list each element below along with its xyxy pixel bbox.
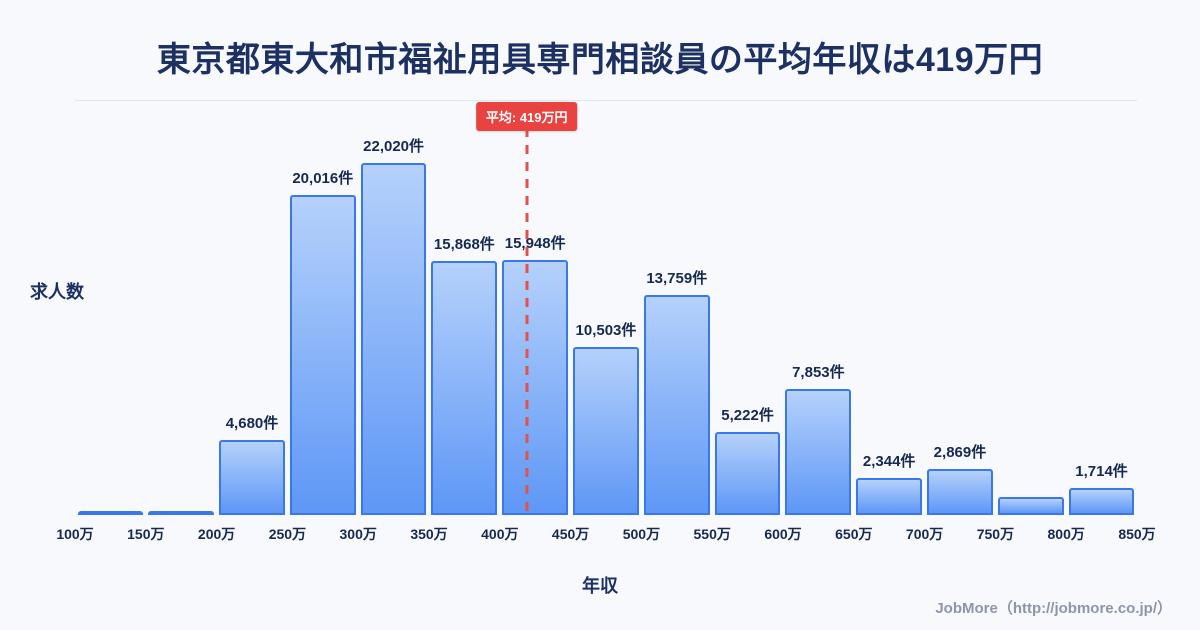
x-axis-ticks: 100万 150万 200万 250万 300万 350万 400万 450万 500万 550万… <box>56 515 1155 549</box>
bar <box>714 432 781 515</box>
bar-cell: 13,759件 <box>641 100 712 515</box>
bar-cell: 1,714件 <box>1066 100 1137 515</box>
bar-cell: 15,868件 <box>429 100 500 515</box>
bar-value-label: 15,948件 <box>504 235 566 252</box>
bar-cell: 5,222件 <box>712 100 783 515</box>
x-tick-label: 200万 <box>197 526 236 542</box>
x-tick-label: 400万 <box>481 526 519 542</box>
bar-value-label: 15,868件 <box>433 236 495 253</box>
bar <box>431 261 498 515</box>
x-tick-label: 500万 <box>622 526 661 542</box>
bar-cell: 7,853件 <box>783 100 854 515</box>
bar-cell: 2,344件 <box>854 100 925 515</box>
plot-area: 4,680件 20,016件 22,020件 15,868件 15,948件 10,503… <box>56 100 1156 542</box>
bar <box>785 389 852 515</box>
x-tick-label: 650万 <box>835 526 873 542</box>
bar <box>1068 488 1135 515</box>
bar-value-label: 4,680件 <box>225 415 279 432</box>
x-tick-label: 750万 <box>976 526 1015 542</box>
bar-value-label: 22,020件 <box>363 138 425 155</box>
x-tick-label: 800万 <box>1047 526 1085 542</box>
x-tick-label: 250万 <box>268 526 307 542</box>
bar <box>927 469 993 515</box>
x-tick-label: 150万 <box>127 526 165 542</box>
x-tick-label: 300万 <box>339 526 377 542</box>
x-tick-label: 700万 <box>905 526 944 542</box>
bar-cell: 15,948件 <box>500 100 571 515</box>
footer-credit: JobMore（http://jobmore.co.jp/） <box>935 600 1172 617</box>
x-axis-label: 年収 <box>582 576 618 596</box>
bar-value-label: 5,222件 <box>721 407 774 424</box>
bar-value-label: 7,853件 <box>792 364 845 381</box>
x-tick-label: 350万 <box>410 526 448 542</box>
bar-value-label: 2,869件 <box>933 444 987 461</box>
x-tick-label: 550万 <box>693 526 731 542</box>
x-tick-label: 600万 <box>764 526 802 542</box>
bar <box>573 347 639 515</box>
bar-value-label: 1,714件 <box>1075 463 1128 480</box>
bar <box>502 260 569 515</box>
bar <box>643 295 710 515</box>
x-tick-label: 100万 <box>56 526 94 542</box>
bar-value-label: 2,344件 <box>862 453 916 470</box>
average-line <box>525 128 529 515</box>
bar <box>360 163 427 515</box>
bar-cell: 4,680件 <box>217 100 288 515</box>
bar-value-label: 10,503件 <box>575 322 637 339</box>
bar <box>856 478 923 515</box>
top-gridline <box>75 100 1137 101</box>
page-title: 東京都東大和市福祉用具専門相談員の平均年収は419万円 <box>156 41 1044 79</box>
y-axis-label: 求人数 <box>30 282 84 302</box>
bar-cell: 2,869件 <box>925 100 996 515</box>
average-badge: 平均: 419万円 <box>475 102 578 131</box>
bar-cell: 22,020件 <box>358 100 429 515</box>
bar-cell <box>146 100 217 515</box>
bar-cell: 20,016件 <box>287 100 358 515</box>
bar-cell <box>995 100 1066 515</box>
bar <box>289 195 356 515</box>
bar-value-label: 13,759件 <box>646 270 708 287</box>
bar <box>219 440 285 515</box>
bar-cell <box>75 100 146 515</box>
bars-container: 4,680件 20,016件 22,020件 15,868件 15,948件 10,503… <box>75 100 1137 515</box>
bar <box>77 511 144 515</box>
bar-value-label: 20,016件 <box>292 170 354 187</box>
bar <box>997 497 1064 515</box>
bar <box>148 511 215 515</box>
bar-cell: 10,503件 <box>571 100 642 515</box>
x-tick-label: 450万 <box>551 526 590 542</box>
x-tick-label: 850万 <box>1118 526 1156 542</box>
